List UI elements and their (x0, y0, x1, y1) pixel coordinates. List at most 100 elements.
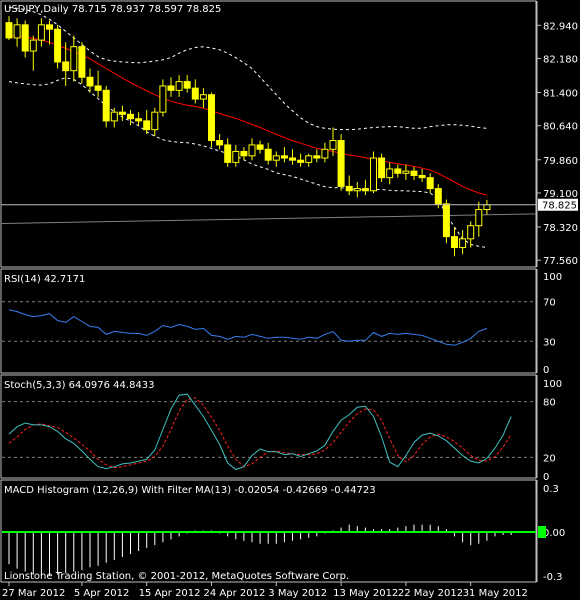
macd-tick-label: -0.3 (543, 572, 563, 583)
candle-body (289, 157, 296, 161)
stoch-tick-label: 20 (543, 453, 556, 464)
macd-value-marker (538, 526, 546, 538)
date-tick-label: 24 Apr 2012 (204, 588, 266, 599)
candle-body (29, 39, 37, 52)
stoch-panel-title: Stoch(5,3,3) 64.0976 44.8433 (4, 380, 155, 391)
candle-body (110, 111, 118, 122)
candle-body (102, 89, 110, 122)
price-tick-label: 82.180 (543, 54, 578, 65)
candle-body (21, 24, 29, 52)
candle-body (418, 174, 426, 179)
candle-body (199, 94, 207, 100)
candle-body (272, 155, 280, 161)
candle-body (62, 61, 70, 72)
candle-body (143, 120, 151, 131)
candle-body (280, 155, 288, 159)
candle-body (175, 81, 183, 91)
candle-body (159, 85, 167, 113)
date-tick-label: 22 May 2012 (398, 588, 463, 599)
candle-body (459, 238, 467, 249)
candle-body (232, 150, 240, 163)
candle-body (78, 46, 86, 78)
price-tick-label: 79.100 (543, 189, 578, 200)
date-tick-label: 15 Apr 2012 (139, 588, 201, 599)
bands (8, 6, 487, 248)
rsi-tick-label: 30 (543, 337, 556, 348)
date-tick-label: 31 May 2012 (463, 588, 528, 599)
stoch-lines (8, 393, 512, 471)
stoch-signal-line (8, 397, 512, 469)
candle-body (451, 236, 458, 249)
price-tick-label: 80.640 (543, 122, 578, 133)
candle-body (483, 204, 491, 211)
price-tick-label: 77.560 (543, 256, 578, 267)
price-y-axis: 82.940 82.180 81.400 80.640 79.860 79.100 78.3… (537, 21, 578, 267)
upper-band-line (8, 6, 487, 131)
candle-body (94, 85, 102, 91)
candle-body (394, 168, 402, 174)
candle-body (264, 148, 272, 161)
rsi-y-axis: 100 70 30 0 (2, 272, 562, 376)
candle-body (378, 157, 386, 179)
price-tick-label: 78.320 (543, 223, 578, 234)
rsi-series-line (8, 309, 488, 346)
candle-body (426, 177, 434, 190)
candle-body (370, 157, 377, 192)
candle-body (191, 87, 199, 100)
macd-tick-label: 0.3 (543, 484, 559, 495)
rsi-tick-label: 0 (543, 365, 549, 376)
candle-body (216, 140, 224, 146)
rsi-tick-label: 100 (543, 272, 562, 283)
candle-body (297, 159, 305, 163)
date-tick-label: 5 Apr 2012 (74, 588, 129, 599)
date-tick-label: 13 May 2012 (333, 588, 398, 599)
stoch-tick-label: 100 (543, 379, 562, 390)
date-tick-label: 3 May 2012 (268, 588, 327, 599)
candle-body (345, 185, 353, 192)
current-price-label: 78.825 (542, 201, 577, 212)
macd-filter-line (2, 526, 546, 538)
price-tick-label: 79.860 (543, 156, 578, 167)
candle-body (442, 203, 450, 238)
candle-body (208, 94, 215, 142)
candle-body (118, 111, 126, 115)
candle-body (13, 24, 21, 39)
copyright-text: Lionstone Trading Station, © 2001-2012, … (4, 571, 349, 582)
candle-body (321, 148, 329, 159)
rsi-tick-label: 70 (543, 298, 556, 309)
candle-body (402, 170, 410, 174)
candle-body (151, 111, 159, 131)
candle-body (167, 85, 175, 91)
candle-body (305, 155, 313, 163)
macd-tick-label: 0.00 (543, 528, 565, 539)
rsi-panel: RSI(14) 42.7171 100 70 30 0 (0, 268, 562, 376)
price-tick-label: 82.940 (543, 21, 578, 32)
candle-body (386, 168, 394, 179)
rsi-panel-title: RSI(14) 42.7171 (4, 274, 85, 285)
candle-body (5, 22, 13, 39)
candles (5, 16, 491, 257)
price-tick-label: 81.400 (543, 89, 578, 100)
candle-body (467, 225, 475, 240)
stoch-tick-label: 80 (543, 398, 556, 409)
price-panel: USDJPY,Daily 78.715 78.937 78.597 78.825… (0, 0, 578, 268)
candle-body (54, 28, 62, 63)
candle-body (135, 118, 143, 122)
candle-body (329, 140, 337, 150)
candle-body (361, 188, 369, 192)
candle-body (240, 150, 248, 157)
stoch-main-line (8, 393, 512, 471)
candle-body (86, 76, 94, 87)
stoch-y-axis: 100 80 20 0 (2, 379, 562, 483)
stoch-panel: Stoch(5,3,3) 64.0976 44.8433 100 80 20 0 (0, 374, 562, 483)
macd-histogram (8, 524, 512, 576)
candle-body (248, 144, 256, 157)
current-price-box (538, 198, 578, 211)
candle-body (46, 24, 53, 30)
ma-line (8, 35, 488, 196)
date-axis: 27 Mar 2012 5 Apr 2012 15 Apr 2012 24 Apr 2… (2, 582, 528, 599)
macd-panel: MACD Histogram (12,26,9) With Filter MA(… (0, 479, 565, 583)
macd-panel-title: MACD Histogram (12,26,9) With Filter MA(… (4, 485, 376, 496)
candle-body (183, 81, 191, 89)
candle-body (434, 188, 442, 205)
